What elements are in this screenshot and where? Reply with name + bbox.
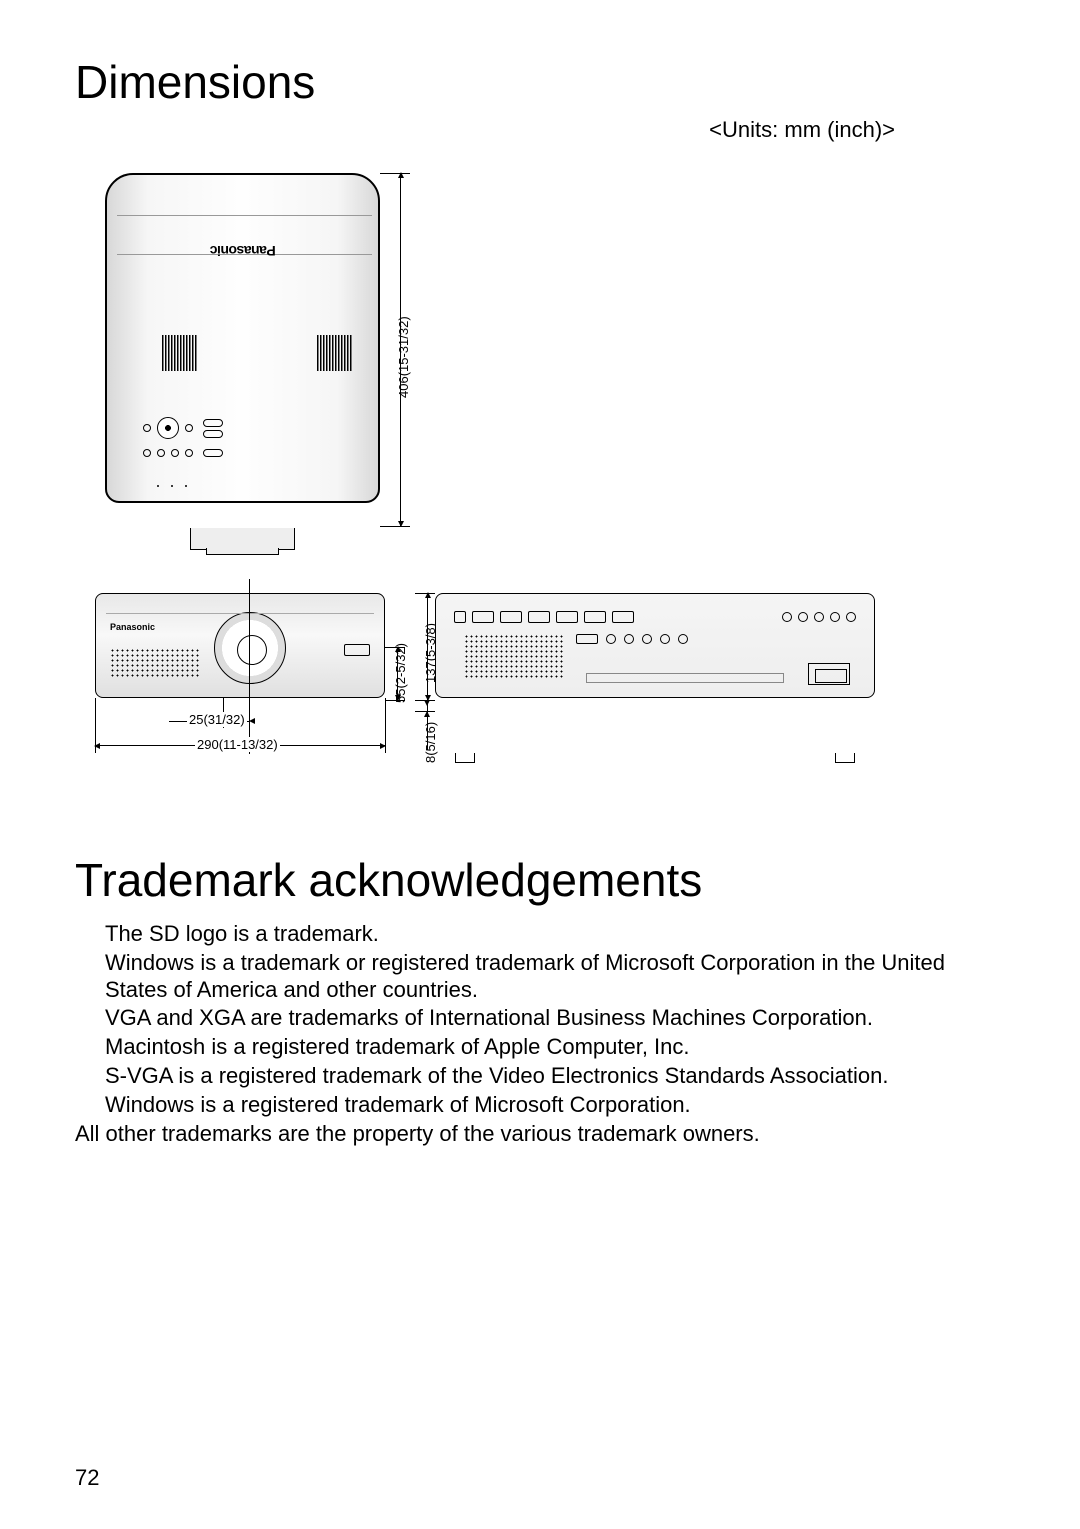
trademark-footer: All other trademarks are the property of… [75,1121,1005,1148]
sd-slot-icon [344,644,370,656]
heading-trademark: Trademark acknowledgements [75,853,1005,907]
front-view: Panasonic 25(31/32) 290(11-13/32) [95,593,385,723]
trademark-line: Windows is a registered trademark of Mic… [75,1092,1005,1119]
vent-icon [162,335,198,371]
top-view: Panasonic [105,173,380,528]
dim-label-width: 290(11-13/32) [195,737,280,752]
trademark-list: The SD logo is a trademark.Windows is a … [75,921,1005,1119]
lens-icon [214,612,286,684]
trademark-line: VGA and XGA are trademarks of Internatio… [75,1005,1005,1032]
exhaust-grille-icon [464,634,564,678]
vent-icon [317,335,353,371]
heading-dimensions: Dimensions [75,55,1005,109]
trademark-line: Macintosh is a registered trademark of A… [75,1034,1005,1061]
lens-housing [190,528,295,550]
units-label: <Units: mm (inch)> [75,117,1005,143]
speaker-grille-icon [110,648,200,678]
dim-label-depth: 406(15-31/32) [396,316,411,398]
brand-label-front: Panasonic [110,622,155,632]
page-number: 72 [75,1465,99,1491]
dimension-diagram: Panasonic [75,163,1005,803]
top-body-outline: Panasonic [105,173,380,503]
rear-view [435,593,875,753]
trademark-line: S-VGA is a registered trademark of the V… [75,1063,1005,1090]
dim-label-lens-height: 55(2-5/32) [393,643,408,703]
dim-label-offset: 25(31/32) [187,712,247,727]
power-inlet-icon [808,663,850,685]
brand-label-top: Panasonic [210,243,276,259]
port-row [454,606,856,628]
trademark-line: The SD logo is a trademark. [75,921,1005,948]
trademark-line: Windows is a trademark or registered tra… [75,950,1005,1004]
